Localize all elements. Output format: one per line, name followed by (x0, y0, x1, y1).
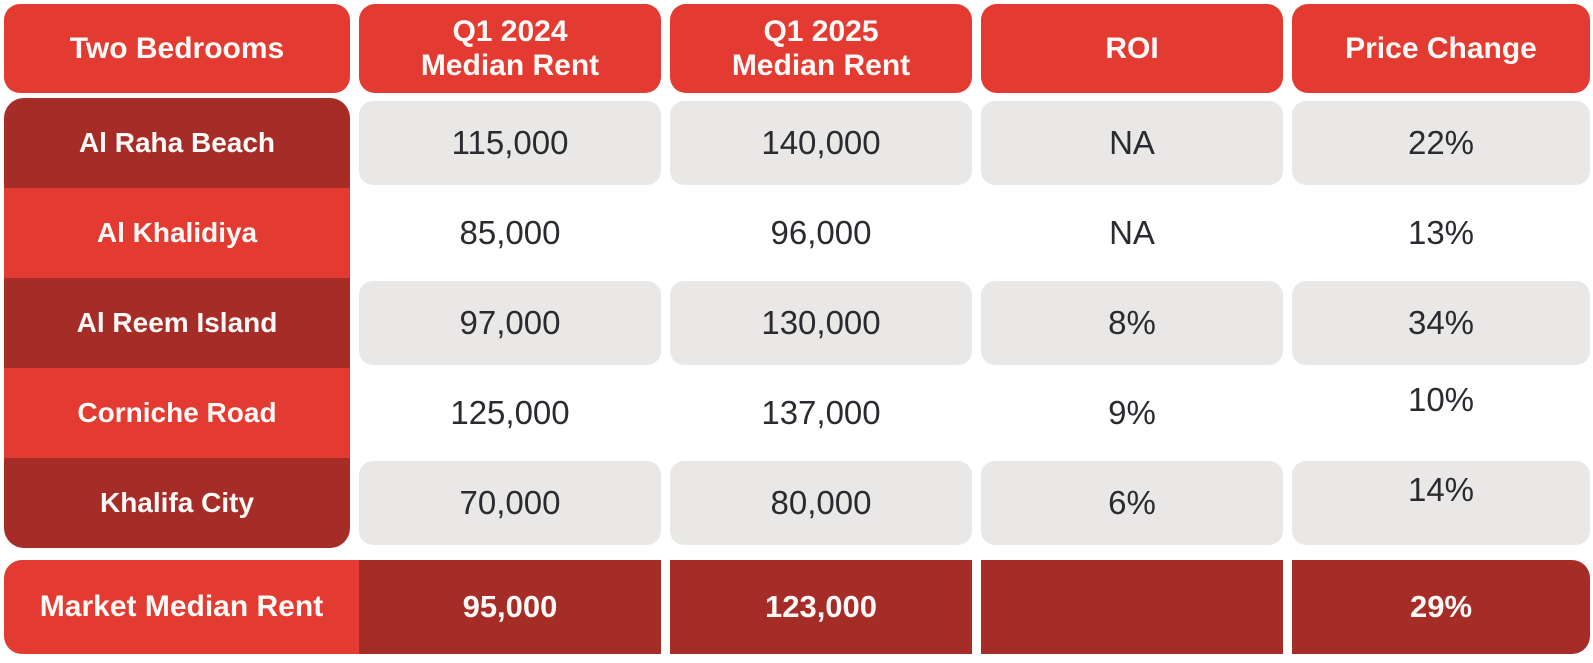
cell-price-change: 10% (1407, 381, 1475, 418)
cell-q1-2024-rent: 70,000 (359, 461, 661, 545)
cell-q1-2025-rent: 140,000 (670, 101, 972, 185)
cell-price-change: 22% (1292, 101, 1590, 185)
cell-roi: 8% (981, 281, 1283, 365)
market-median-q1-2024: 95,000 (359, 560, 661, 654)
cell-q1-2024-rent: 115,000 (359, 101, 661, 185)
cell-q1-2024-rent: 125,000 (450, 394, 570, 431)
row-label-block: Al Raha Beach Al Khalidiya Al Reem Islan… (4, 98, 350, 548)
row-label-corniche-road: Corniche Road (4, 368, 350, 458)
cell-price-change: 34% (1292, 281, 1590, 365)
cell-roi: 6% (981, 461, 1283, 545)
cell-q1-2025-rent: 80,000 (670, 461, 972, 545)
table-grid: Two Bedrooms Q1 2024 Median Rent Q1 2025… (4, 4, 1590, 548)
market-median-q1-2025: 123,000 (670, 560, 972, 654)
cell-q1-2025-rent: 130,000 (670, 281, 972, 365)
cell-roi: 9% (1108, 394, 1156, 431)
cell-price-change: 14% (1292, 461, 1590, 545)
column-header-line1: Q1 2024 (452, 14, 568, 48)
row-label-khalifa-city: Khalifa City (4, 458, 350, 548)
column-header-area: Two Bedrooms (4, 4, 350, 93)
column-header-q1-2025: Q1 2025 Median Rent (670, 4, 972, 93)
cell-price-change: 13% (1407, 214, 1475, 251)
column-header-line2: Median Rent (731, 48, 911, 82)
cell-q1-2025-rent: 137,000 (761, 394, 881, 431)
column-header-label: ROI (1105, 31, 1159, 65)
cell-q1-2025-rent: 96,000 (770, 214, 872, 251)
market-median-label: Market Median Rent (4, 560, 359, 654)
cell-q1-2024-rent: 85,000 (459, 214, 561, 251)
cell-q1-2024-rent: 97,000 (359, 281, 661, 365)
row-label-al-reem-island: Al Reem Island (4, 278, 350, 368)
market-median-row: Market Median Rent 95,000 123,000 29% (4, 560, 1590, 654)
column-header-price-change: Price Change (1292, 4, 1590, 93)
cell-roi: NA (981, 101, 1283, 185)
column-header-q1-2024: Q1 2024 Median Rent (359, 4, 661, 93)
column-header-line1: Q1 2025 (763, 14, 879, 48)
column-header-roi: ROI (981, 4, 1283, 93)
market-median-roi (981, 560, 1283, 654)
row-label-al-raha-beach: Al Raha Beach (4, 98, 350, 188)
column-header-line2: Median Rent (420, 48, 600, 82)
column-header-label: Price Change (1345, 31, 1537, 65)
column-header-label: Two Bedrooms (69, 31, 285, 65)
cell-roi: NA (1109, 214, 1155, 251)
row-label-al-khalidiya: Al Khalidiya (4, 188, 350, 278)
market-median-price-change: 29% (1292, 560, 1590, 654)
